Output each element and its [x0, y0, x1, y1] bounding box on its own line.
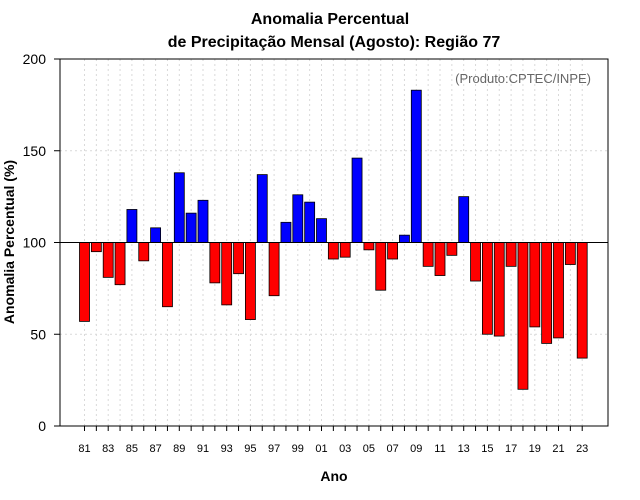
- bar-82: [90, 242, 102, 253]
- y-tick-label: 50: [30, 326, 46, 342]
- x-tick-label-87: 87: [149, 443, 161, 455]
- y-tick-label: 100: [23, 235, 47, 251]
- x-axis-label: Ano: [320, 468, 347, 484]
- y-tick-label: 150: [23, 143, 47, 159]
- chart-title-line1: Anomalia Percentual: [251, 11, 409, 28]
- bar-99: [292, 194, 304, 243]
- x-tick-label-99: 99: [292, 443, 304, 455]
- x-tick-label-93: 93: [221, 443, 233, 455]
- bar-81: [79, 242, 90, 322]
- x-axis: 81 83 85 87 89 91 93 95 97 99 01 03 05 07 09 11 13 15 17 19…: [78, 426, 588, 455]
- bar-91: [197, 199, 209, 243]
- bar-89: [173, 172, 185, 243]
- bar-02: [327, 242, 339, 260]
- x-tick-label-19: 19: [529, 443, 541, 455]
- bar-03: [339, 242, 351, 258]
- bar-00: [304, 201, 316, 243]
- x-tick-label-09: 09: [410, 443, 422, 455]
- bar-15: [481, 242, 493, 335]
- bar-87: [150, 227, 162, 243]
- y-axis: 0 50 100 150 200: [23, 51, 60, 434]
- bars: [79, 89, 588, 390]
- bar-23: [576, 242, 588, 359]
- bar-95: [244, 242, 256, 320]
- bar-97: [268, 242, 280, 297]
- bar-84: [114, 242, 126, 286]
- bar-16: [493, 242, 505, 337]
- bar-07: [387, 242, 399, 260]
- bar-10: [422, 242, 434, 267]
- x-tick-label-81: 81: [78, 443, 90, 455]
- bar-08: [399, 234, 410, 243]
- bar-21: [553, 242, 564, 339]
- x-tick-label-11: 11: [434, 443, 445, 455]
- bar-13: [458, 196, 470, 243]
- bar-17: [505, 242, 517, 267]
- bar-12: [446, 242, 458, 256]
- bar-01: [316, 218, 327, 243]
- y-tick-label: 200: [23, 51, 47, 67]
- x-tick-label-97: 97: [268, 443, 280, 455]
- bar-93: [221, 242, 233, 306]
- bar-06: [375, 242, 387, 291]
- x-tick-label-21: 21: [552, 443, 564, 455]
- bar-18: [517, 242, 529, 390]
- bar-94: [233, 242, 244, 275]
- bar-83: [102, 242, 114, 278]
- bar-14: [470, 242, 481, 282]
- bar-11: [434, 242, 446, 276]
- x-tick-label-03: 03: [339, 443, 351, 455]
- x-tick-label-95: 95: [244, 443, 256, 455]
- x-tick-label-83: 83: [102, 443, 114, 455]
- bar-19: [529, 242, 541, 328]
- bar-22: [564, 242, 576, 265]
- bar-86: [138, 242, 150, 262]
- bar-88: [162, 242, 173, 308]
- x-tick-label-91: 91: [197, 443, 209, 455]
- bar-20: [541, 242, 553, 344]
- x-tick-label-85: 85: [126, 443, 138, 455]
- bar-90: [185, 212, 197, 243]
- y-tick-label: 0: [38, 418, 46, 434]
- bar-98: [280, 221, 292, 243]
- grid-lines: [60, 59, 608, 426]
- bar-92: [209, 242, 221, 284]
- x-tick-label-89: 89: [173, 443, 185, 455]
- bar-04: [351, 157, 363, 243]
- bar-09: [410, 89, 422, 243]
- chart-title-line2: de Precipitação Mensal (Agosto): Região …: [168, 34, 501, 51]
- bar-85: [126, 209, 138, 243]
- x-tick-label-17: 17: [505, 443, 517, 455]
- bar-05: [363, 242, 375, 251]
- x-tick-label-15: 15: [481, 443, 493, 455]
- y-axis-label: Anomalia Percentual (%): [1, 160, 17, 324]
- bar-96: [256, 174, 268, 243]
- credit-text: (Produto:CPTEC/INPE): [455, 71, 591, 86]
- x-tick-label-23: 23: [576, 443, 588, 455]
- x-tick-label-07: 07: [386, 443, 398, 455]
- x-tick-label-05: 05: [363, 443, 375, 455]
- x-tick-label-13: 13: [458, 443, 470, 455]
- x-tick-label-01: 01: [315, 443, 327, 455]
